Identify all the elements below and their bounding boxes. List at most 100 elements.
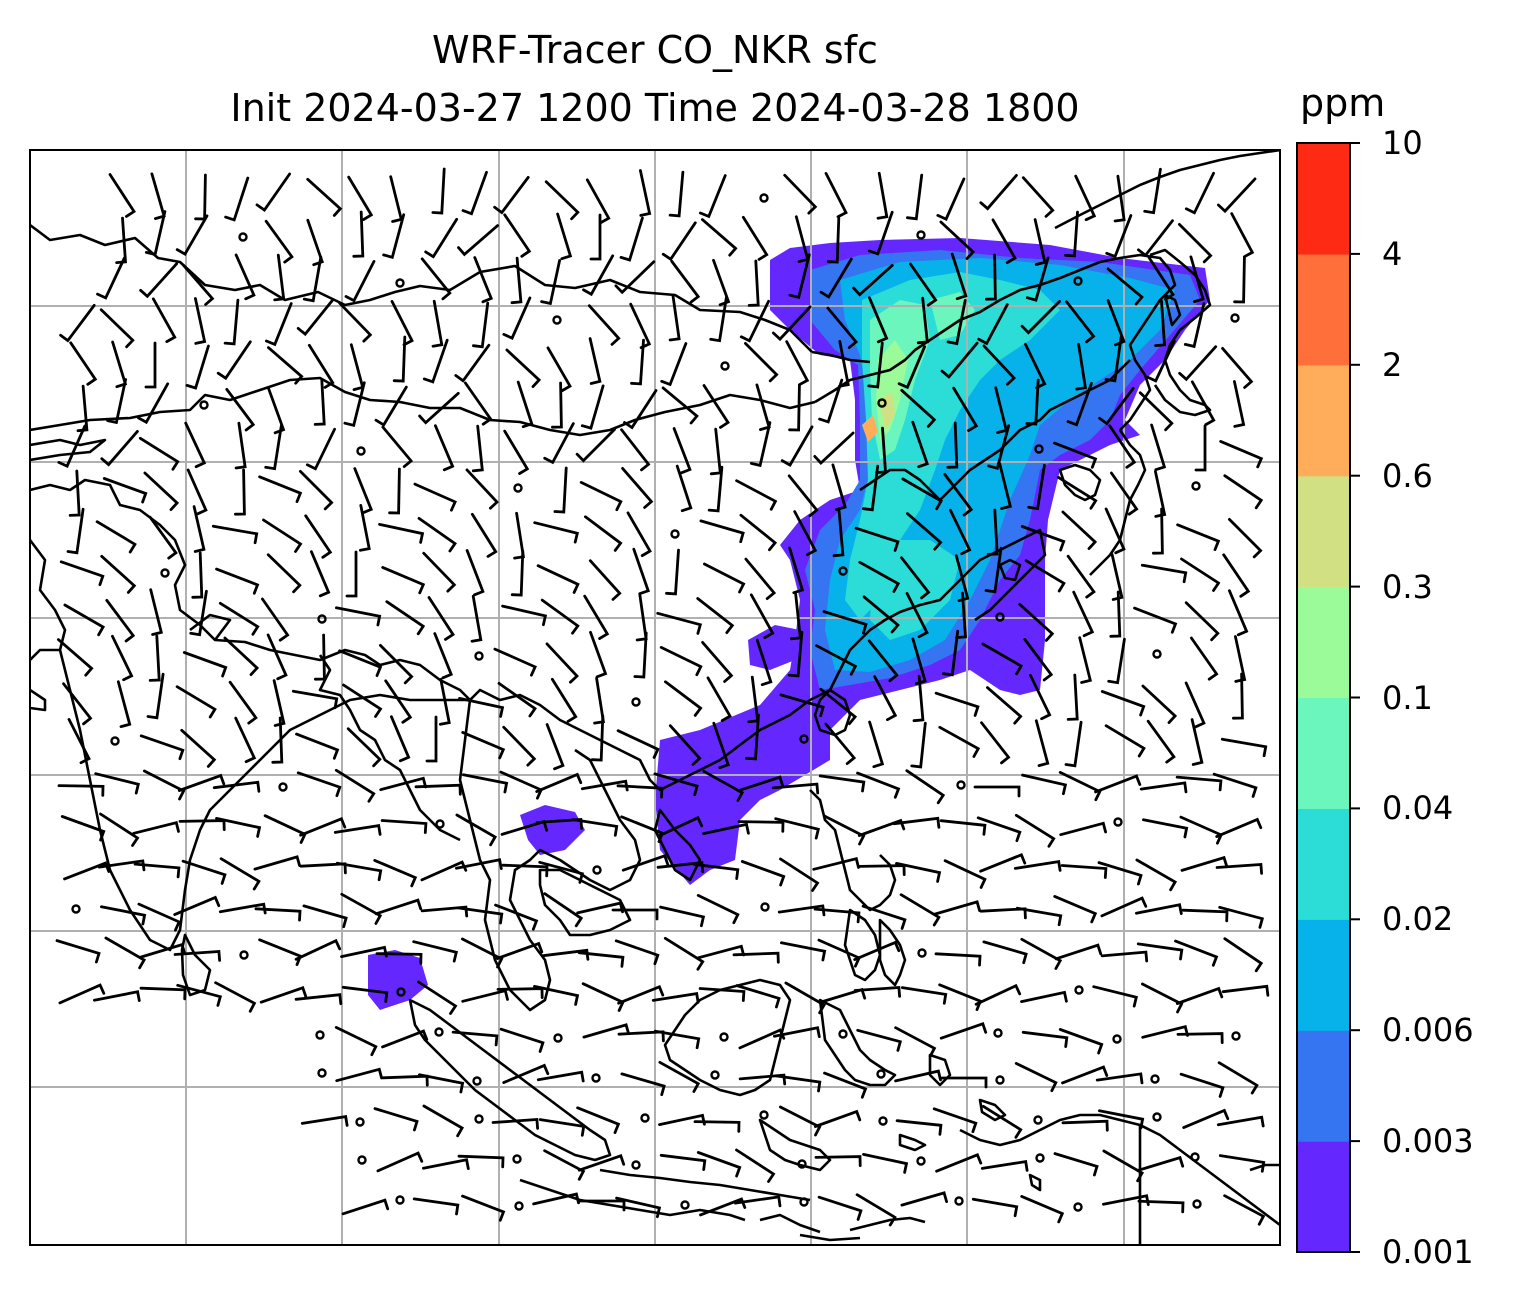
colorbar-tick-label: 0.3 [1382, 567, 1433, 606]
wind-barb [590, 714, 605, 762]
wind-barb [585, 178, 611, 224]
calm-wind-marker [1150, 1074, 1160, 1084]
wind-barb [305, 427, 336, 471]
wind-barb [855, 1193, 897, 1227]
wind-barb [712, 721, 730, 770]
calm-wind-marker [838, 566, 848, 576]
wind-barb [150, 172, 166, 220]
wind-barb [425, 715, 438, 763]
wind-barb [824, 722, 857, 765]
wind-barb [139, 986, 187, 1001]
wind-barb [427, 596, 455, 641]
wind-barb [313, 378, 326, 426]
wind-barb [1034, 719, 1050, 767]
wind-barb [502, 296, 532, 340]
wind-barb [543, 1149, 586, 1181]
wind-barb [57, 638, 94, 677]
wind-barb [1106, 267, 1144, 306]
wind-barb [215, 817, 262, 838]
figure-title: WRF-Tracer CO_NKR sfc [432, 28, 878, 72]
wind-barb [93, 990, 141, 1002]
wind-barb [108, 173, 136, 218]
wind-barb [621, 467, 654, 509]
wind-barb [986, 508, 999, 556]
wind-barb [180, 728, 217, 768]
wind-barb [1104, 507, 1126, 555]
wind-barb [1230, 212, 1255, 259]
wind-barb [738, 1028, 786, 1050]
wind-barb [977, 303, 1009, 346]
wind-barb [675, 464, 693, 513]
wind-barb [952, 386, 979, 432]
wind-barb [223, 636, 260, 676]
wind-barb [819, 687, 858, 726]
wind-barb [933, 900, 981, 916]
coastline-segment [318, 654, 461, 842]
wind-barb [1137, 219, 1174, 258]
wind-barb [895, 1119, 943, 1136]
wind-barb [306, 177, 343, 217]
wind-barb [701, 641, 734, 683]
wind-barb [1179, 1072, 1225, 1098]
wind-barb [1182, 1108, 1230, 1129]
wind-barb [911, 420, 929, 469]
wind-barb [838, 340, 850, 388]
wind-barb [583, 594, 610, 640]
wind-barb [1184, 681, 1206, 729]
wind-barb [672, 427, 692, 475]
wind-barb [173, 895, 221, 916]
wind-barb [823, 814, 866, 846]
wind-barb [1021, 176, 1055, 218]
wind-barb [546, 346, 572, 392]
wind-barb [868, 296, 889, 344]
calm-wind-marker [1190, 1152, 1200, 1162]
colorbar-tick-label: 0.04 [1382, 789, 1454, 828]
wind-barb [1223, 1194, 1266, 1226]
wind-barb [1105, 214, 1133, 259]
wind-barb [116, 680, 132, 728]
wind-barb [780, 425, 814, 468]
wind-barb [461, 989, 509, 1003]
wind-barb [1234, 635, 1247, 683]
tracer-contour [862, 415, 878, 442]
wind-barb [783, 173, 818, 215]
wind-barb [1143, 167, 1162, 215]
wind-barb [184, 421, 207, 469]
coastline-segment [811, 350, 871, 364]
wind-barb [576, 1106, 621, 1134]
wind-barb [1104, 724, 1146, 758]
wind-barb [58, 983, 106, 1005]
wind-barb [273, 253, 286, 302]
wind-barb [943, 859, 987, 889]
wind-barb [1054, 943, 1103, 961]
wind-barb [696, 894, 740, 925]
wind-barb [1092, 985, 1138, 1008]
wind-barb [831, 463, 847, 511]
wind-barb [581, 982, 625, 1012]
map-frame [29, 149, 1281, 1246]
calm-wind-marker [474, 651, 484, 661]
coastline-segment [30, 223, 813, 353]
wind-barb [1136, 942, 1184, 961]
wind-barb [779, 693, 825, 718]
wind-barb [462, 773, 509, 794]
wind-barb [571, 818, 619, 837]
wind-barb [431, 167, 446, 215]
wind-barb [900, 986, 948, 1005]
coastline-segment [458, 699, 642, 1012]
wind-barb [418, 391, 460, 425]
wind-barb [853, 986, 901, 998]
wind-barb [375, 952, 423, 965]
wind-barb [1221, 347, 1254, 389]
calm-wind-marker [1230, 313, 1240, 323]
wind-barb [418, 1073, 465, 1094]
wind-barb [867, 341, 884, 389]
wind-barb [540, 259, 561, 306]
wind-barb [439, 678, 451, 726]
wind-barb [702, 769, 745, 802]
wind-barb [818, 774, 866, 793]
wind-barb [617, 1030, 665, 1043]
wind-barb [822, 610, 868, 635]
wind-barb [55, 939, 101, 964]
calm-wind-marker [1113, 817, 1123, 827]
